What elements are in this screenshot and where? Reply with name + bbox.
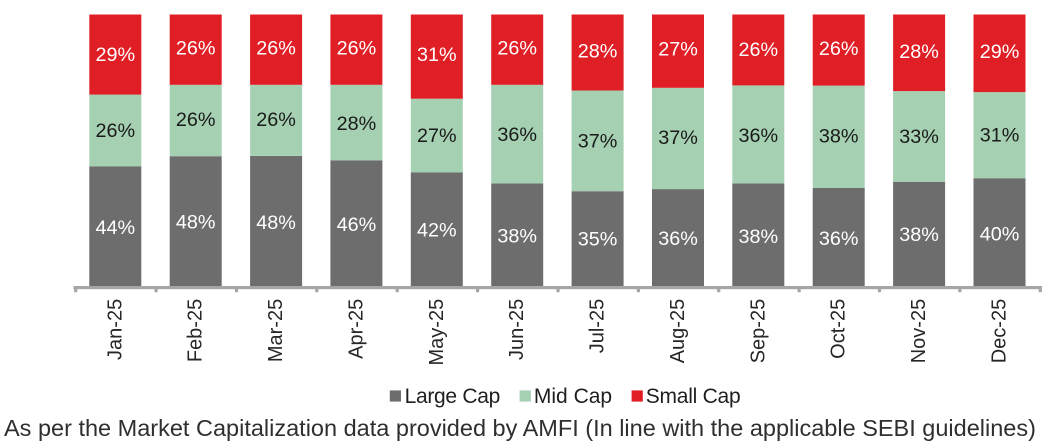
svg-text:46%: 46% — [337, 214, 377, 236]
svg-text:Aug-25: Aug-25 — [667, 299, 689, 364]
svg-text:26%: 26% — [256, 109, 296, 131]
svg-text:33%: 33% — [899, 126, 939, 148]
svg-text:26%: 26% — [96, 120, 136, 142]
svg-text:37%: 37% — [578, 131, 618, 153]
svg-text:Nov-25: Nov-25 — [908, 299, 930, 363]
svg-text:26%: 26% — [176, 38, 216, 60]
svg-text:Mid Cap: Mid Cap — [534, 385, 612, 408]
svg-text:38%: 38% — [819, 126, 859, 148]
svg-text:29%: 29% — [980, 41, 1020, 63]
svg-text:Sep-25: Sep-25 — [747, 299, 769, 364]
svg-text:31%: 31% — [417, 44, 457, 66]
svg-text:Dec-25: Dec-25 — [989, 299, 1011, 363]
svg-text:26%: 26% — [497, 38, 537, 60]
svg-text:26%: 26% — [256, 38, 296, 60]
svg-text:As per the Market Capitalizati: As per the Market Capitalization data pr… — [4, 415, 1036, 441]
svg-text:29%: 29% — [96, 44, 136, 66]
svg-text:35%: 35% — [578, 229, 618, 251]
svg-text:28%: 28% — [337, 113, 377, 135]
svg-text:Jun-25: Jun-25 — [506, 299, 528, 360]
svg-text:28%: 28% — [899, 41, 939, 63]
svg-text:36%: 36% — [739, 125, 779, 147]
svg-text:May-25: May-25 — [426, 299, 448, 366]
svg-text:36%: 36% — [658, 228, 698, 250]
svg-text:Jul-25: Jul-25 — [587, 299, 609, 353]
svg-text:48%: 48% — [256, 212, 296, 234]
svg-text:31%: 31% — [980, 124, 1020, 146]
svg-text:Apr-25: Apr-25 — [345, 299, 367, 359]
svg-text:38%: 38% — [739, 226, 779, 248]
svg-text:Jan-25: Jan-25 — [104, 299, 126, 360]
svg-text:38%: 38% — [899, 224, 939, 246]
svg-text:37%: 37% — [658, 127, 698, 149]
svg-text:Feb-25: Feb-25 — [185, 299, 207, 362]
svg-text:Mar-25: Mar-25 — [265, 299, 287, 362]
svg-text:27%: 27% — [417, 125, 457, 147]
svg-text:38%: 38% — [497, 226, 537, 248]
svg-text:26%: 26% — [337, 37, 377, 59]
svg-text:48%: 48% — [176, 211, 216, 233]
svg-text:36%: 36% — [497, 124, 537, 146]
svg-text:44%: 44% — [96, 217, 136, 239]
svg-text:Large Cap: Large Cap — [405, 385, 500, 408]
svg-text:26%: 26% — [176, 109, 216, 131]
svg-text:42%: 42% — [417, 220, 457, 242]
svg-text:Small Cap: Small Cap — [646, 385, 741, 408]
svg-text:27%: 27% — [658, 39, 698, 61]
svg-text:26%: 26% — [819, 38, 859, 60]
svg-text:28%: 28% — [578, 41, 618, 63]
svg-text:26%: 26% — [739, 39, 779, 61]
svg-text:40%: 40% — [980, 224, 1020, 246]
svg-text:Oct-25: Oct-25 — [828, 299, 850, 359]
svg-text:36%: 36% — [819, 228, 859, 250]
